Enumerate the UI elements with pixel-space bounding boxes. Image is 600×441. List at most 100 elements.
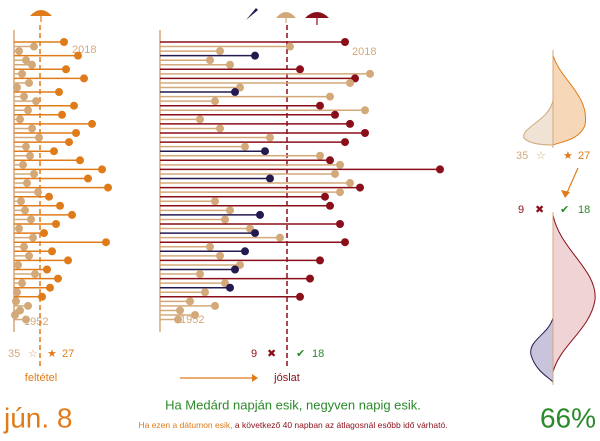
dot bbox=[196, 115, 204, 124]
dot bbox=[25, 78, 33, 87]
arrow bbox=[565, 167, 579, 196]
dot bbox=[102, 238, 110, 247]
dot bbox=[84, 174, 92, 183]
dot bbox=[221, 215, 229, 224]
dot bbox=[336, 160, 344, 169]
dot bbox=[326, 92, 334, 101]
dot bbox=[26, 151, 34, 160]
dot bbox=[261, 147, 269, 156]
dot bbox=[201, 288, 209, 297]
dot bbox=[15, 47, 23, 56]
dot bbox=[24, 106, 32, 115]
below-count: 35 bbox=[8, 348, 20, 360]
wrong-count: 9 bbox=[251, 348, 257, 360]
dot bbox=[40, 229, 48, 238]
dot bbox=[206, 242, 214, 251]
dot bbox=[74, 51, 82, 60]
dot bbox=[14, 260, 22, 269]
density-above bbox=[552, 54, 587, 146]
dot bbox=[50, 147, 58, 156]
above-count: 27 bbox=[62, 348, 74, 360]
dot bbox=[64, 256, 72, 265]
dot bbox=[366, 69, 374, 78]
dot bbox=[296, 65, 304, 74]
dot bbox=[316, 101, 324, 110]
dot bbox=[186, 297, 194, 306]
dot bbox=[226, 60, 234, 69]
dot bbox=[76, 156, 84, 165]
dot bbox=[104, 183, 112, 192]
dot bbox=[174, 315, 182, 324]
dot bbox=[46, 283, 54, 292]
dot bbox=[45, 192, 53, 201]
dot bbox=[11, 311, 19, 319]
arrow-head bbox=[252, 374, 258, 382]
dot bbox=[346, 179, 354, 188]
dot bbox=[266, 174, 274, 183]
dot bbox=[361, 129, 369, 137]
dot bbox=[331, 110, 339, 119]
dot bbox=[22, 56, 30, 65]
right-symbol: ✔ bbox=[296, 348, 305, 360]
dot bbox=[211, 301, 219, 310]
dot bbox=[34, 188, 42, 197]
above-count: 27 bbox=[578, 150, 590, 162]
dot bbox=[19, 160, 27, 169]
dot bbox=[316, 256, 324, 265]
dot bbox=[21, 206, 29, 215]
dot bbox=[341, 238, 349, 247]
dot bbox=[43, 265, 51, 274]
density-wrong bbox=[530, 317, 554, 384]
dot bbox=[296, 292, 304, 301]
dot bbox=[251, 51, 259, 60]
wrong-symbol: ✖ bbox=[267, 348, 276, 360]
dot bbox=[58, 110, 66, 119]
dot bbox=[20, 92, 28, 101]
dot bbox=[216, 251, 224, 260]
dot bbox=[241, 142, 249, 151]
dot bbox=[13, 83, 21, 92]
dot bbox=[31, 270, 39, 279]
dot bbox=[28, 60, 36, 69]
dot bbox=[25, 251, 33, 260]
dot bbox=[336, 188, 344, 197]
dot bbox=[24, 301, 32, 310]
subtitle-prediction: a következő 40 napban az átlagosnál esőb… bbox=[235, 420, 448, 430]
dot bbox=[306, 274, 314, 283]
wrong-count: 9 bbox=[518, 204, 524, 216]
dot bbox=[206, 56, 214, 65]
panel-label: feltétel bbox=[25, 372, 57, 384]
dot bbox=[276, 233, 284, 242]
dot bbox=[176, 306, 184, 315]
dot bbox=[266, 133, 274, 142]
dot bbox=[326, 201, 334, 210]
dot bbox=[30, 42, 38, 51]
panel-label: jóslat bbox=[273, 372, 300, 384]
title: Ha Medárd napján esik, negyven napig esi… bbox=[165, 397, 421, 412]
dot bbox=[341, 138, 349, 147]
dot bbox=[28, 124, 36, 133]
start-year: 2018 bbox=[352, 46, 376, 58]
dot bbox=[30, 169, 38, 178]
umbrella-icon bbox=[30, 10, 52, 22]
dot bbox=[22, 315, 30, 324]
below-symbol: ☆ bbox=[536, 150, 546, 162]
dot bbox=[12, 297, 20, 306]
below-symbol: ☆ bbox=[28, 348, 38, 360]
dot bbox=[191, 311, 199, 319]
dot bbox=[27, 215, 35, 224]
dot bbox=[54, 274, 62, 283]
dot bbox=[70, 101, 78, 110]
dot bbox=[356, 183, 364, 192]
dot bbox=[316, 151, 324, 160]
dot bbox=[256, 210, 264, 219]
dot bbox=[65, 138, 73, 147]
dot bbox=[241, 247, 249, 256]
dot bbox=[321, 192, 329, 201]
density-below bbox=[523, 99, 554, 146]
dot bbox=[231, 265, 239, 274]
right-count: 18 bbox=[312, 348, 324, 360]
dot bbox=[15, 224, 23, 233]
end-year: 1952 bbox=[24, 316, 48, 328]
